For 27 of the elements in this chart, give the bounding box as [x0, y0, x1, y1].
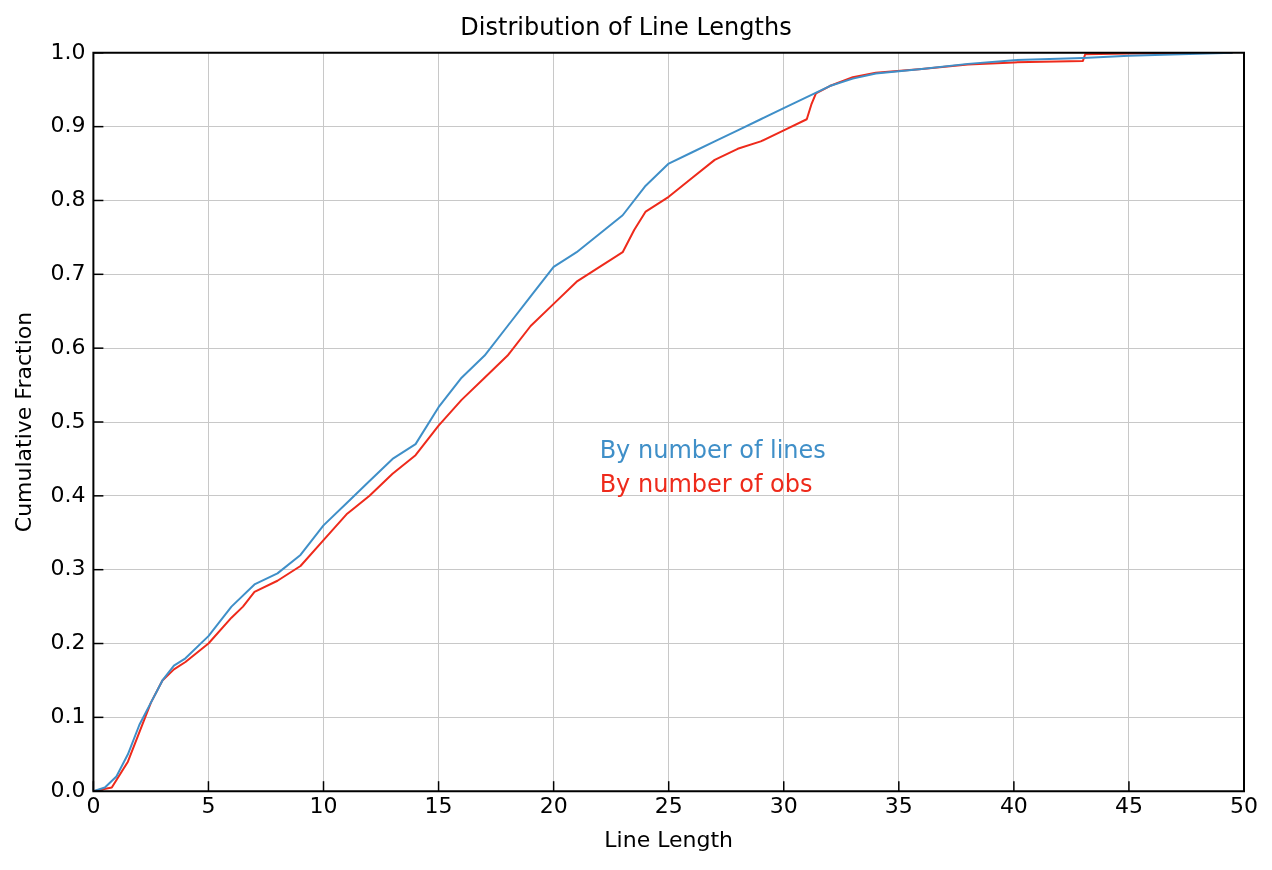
x-tick-label: 0 [86, 793, 101, 819]
y-tick-label: 0.2 [50, 629, 86, 655]
chart-title: Distribution of Line Lengths [460, 12, 792, 41]
y-tick-label: 0.8 [50, 186, 86, 212]
text: By number of obs [599, 469, 813, 498]
y-tick-label: 0.0 [50, 776, 86, 802]
x-tick-label: 45 [1114, 793, 1143, 819]
x-tick-label: 40 [999, 793, 1028, 819]
x-tick-label: 25 [654, 793, 683, 819]
y-tick-label: 0.6 [50, 333, 86, 359]
x-axis-title: Line Length [604, 826, 734, 852]
y-tick-label: 0.4 [50, 481, 86, 507]
y-tick-label: 0.1 [50, 703, 86, 729]
text: By number of lines [599, 435, 826, 464]
x-tick-label: 35 [884, 793, 913, 819]
x-tick-label: 5 [201, 793, 216, 819]
x-tick-label: 20 [539, 793, 568, 819]
y-tick-label: 1.0 [50, 38, 86, 64]
x-tick-label: 10 [309, 793, 338, 819]
y-tick-label: 0.5 [50, 407, 86, 433]
x-tick-label: 15 [424, 793, 453, 819]
x-tick-label: 50 [1230, 793, 1258, 819]
y-tick-label: 0.7 [50, 260, 86, 286]
y-axis-title: Cumulative Fraction [10, 311, 36, 533]
x-tick-label: 30 [769, 793, 798, 819]
y-tick-label: 0.9 [50, 112, 86, 138]
y-tick-label: 0.3 [50, 555, 86, 581]
